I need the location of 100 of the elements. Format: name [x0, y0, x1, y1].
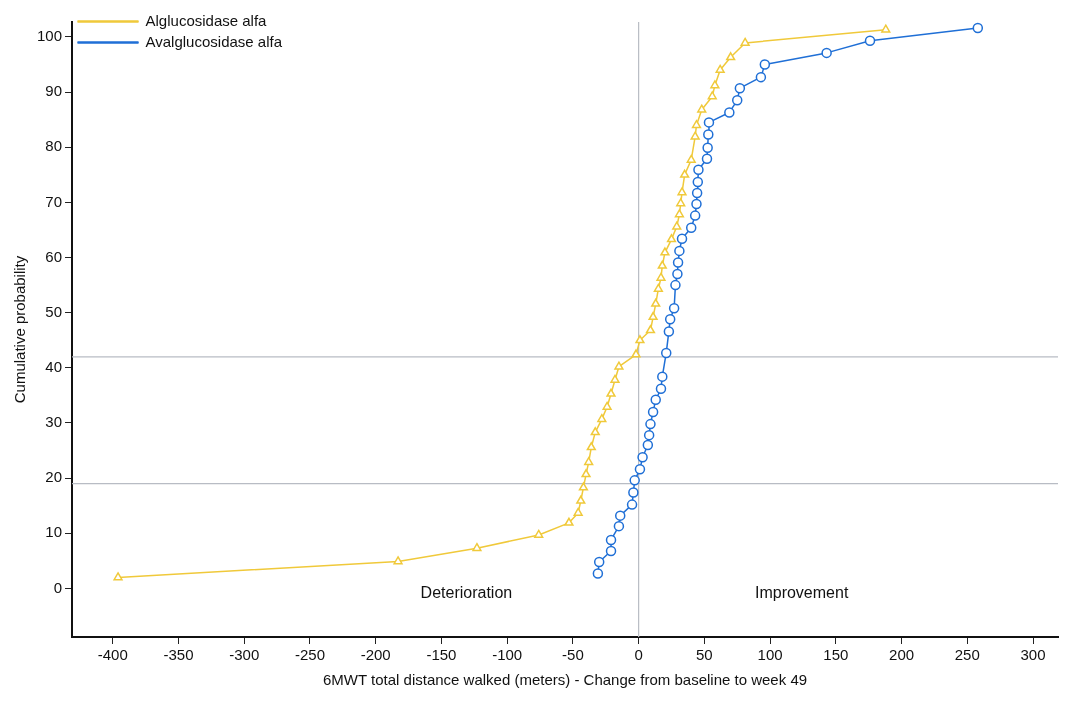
- point: [645, 325, 656, 334]
- point: [660, 247, 670, 256]
- point: [586, 442, 596, 451]
- point: [672, 257, 684, 268]
- point: [686, 154, 696, 163]
- y-axis-title: Cumulative probability: [11, 255, 29, 404]
- point: [881, 24, 891, 33]
- legend-label: Alglucosidase alfa: [145, 11, 268, 29]
- point: [614, 361, 624, 370]
- point: [680, 169, 690, 178]
- point: [697, 104, 707, 113]
- y-tick-label: 30: [45, 413, 63, 431]
- y-tick-label: 0: [53, 578, 63, 596]
- point: [674, 245, 685, 257]
- point: [648, 311, 658, 321]
- point: [656, 272, 666, 281]
- point: [666, 234, 677, 243]
- point: [685, 222, 697, 233]
- x-tick-label: -200: [360, 646, 391, 664]
- point: [677, 187, 687, 196]
- x-tick-label: -400: [97, 646, 128, 664]
- annotation: Deterioration: [420, 584, 513, 602]
- point: [637, 451, 648, 463]
- point: [972, 22, 984, 34]
- x-tick-label: 200: [889, 646, 915, 664]
- point: [590, 427, 600, 436]
- point: [631, 349, 641, 358]
- y-tick-label: 100: [37, 27, 63, 45]
- point: [691, 119, 702, 129]
- point: [650, 394, 661, 406]
- point: [676, 233, 688, 245]
- point: [576, 495, 586, 504]
- point: [642, 439, 654, 451]
- y-tick-label: 40: [45, 357, 63, 375]
- point: [693, 164, 704, 176]
- point: [710, 80, 720, 89]
- point: [657, 371, 668, 382]
- point: [534, 529, 544, 538]
- x-axis-title: 6MWT total distance walked (meters) - Change from baseline to week 49: [322, 671, 808, 689]
- y-tick-label: 80: [45, 137, 63, 155]
- annotation: Improvement: [754, 584, 849, 602]
- point: [592, 568, 604, 579]
- point: [668, 303, 680, 314]
- point: [643, 429, 655, 441]
- x-tick-label: 300: [1020, 646, 1046, 664]
- point: [740, 37, 750, 46]
- x-tick-label: -150: [426, 646, 457, 664]
- point: [670, 279, 681, 291]
- y-tick-label: 10: [45, 523, 63, 541]
- point: [692, 176, 704, 188]
- x-tick-label: 50: [696, 646, 713, 664]
- point: [581, 469, 591, 478]
- y-tick-label: 20: [45, 468, 63, 486]
- point: [731, 95, 743, 106]
- point: [674, 209, 685, 218]
- point: [113, 572, 123, 581]
- point: [702, 142, 713, 154]
- point: [672, 221, 682, 230]
- point: [655, 383, 667, 395]
- point: [690, 131, 700, 140]
- point: [593, 556, 605, 568]
- x-tick-label: -50: [562, 646, 584, 664]
- point: [610, 374, 620, 383]
- y-tick-label: 60: [45, 247, 63, 265]
- x-tick-label: -100: [492, 646, 523, 664]
- point: [663, 326, 675, 337]
- point: [715, 64, 725, 73]
- point: [657, 260, 667, 269]
- x-tick-label: -300: [229, 646, 260, 664]
- y-tick-label: 50: [45, 302, 63, 320]
- point: [691, 187, 703, 199]
- point: [759, 59, 771, 70]
- point: [651, 298, 661, 307]
- point: [634, 464, 646, 475]
- x-tick-label: -250: [294, 646, 325, 664]
- x-tick-label: 250: [954, 646, 980, 664]
- point: [701, 153, 713, 165]
- point: [626, 499, 638, 510]
- x-tick-label: 100: [757, 646, 783, 664]
- point: [645, 418, 656, 430]
- point: [605, 534, 617, 546]
- point: [691, 198, 702, 210]
- point: [689, 210, 701, 221]
- x-tick-label: -350: [163, 646, 194, 664]
- point: [573, 507, 583, 516]
- x-tick-label: 0: [634, 646, 643, 664]
- point: [605, 545, 617, 557]
- legend-label: Avalglucosidase alfa: [145, 32, 283, 50]
- point: [703, 129, 714, 140]
- point: [703, 117, 715, 128]
- y-tick-label: 70: [45, 192, 63, 210]
- point: [472, 542, 482, 552]
- point: [664, 314, 676, 325]
- point: [606, 388, 616, 397]
- point: [564, 517, 574, 526]
- point: [647, 406, 659, 418]
- point: [726, 52, 736, 61]
- point: [597, 413, 607, 423]
- y-tick-label: 90: [45, 82, 63, 100]
- point: [602, 401, 612, 410]
